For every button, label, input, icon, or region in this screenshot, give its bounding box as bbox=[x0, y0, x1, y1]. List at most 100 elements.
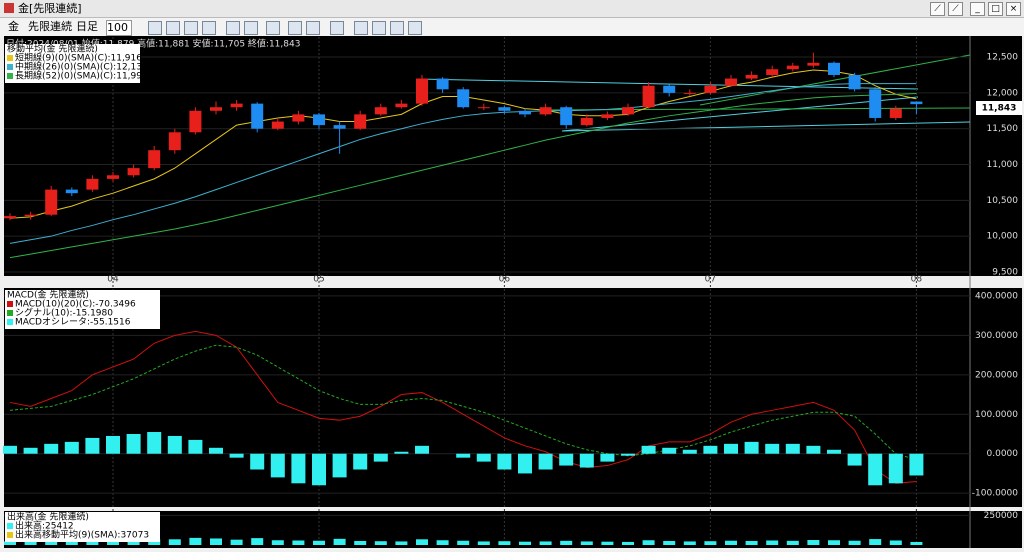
minimize-button[interactable]: _ bbox=[970, 2, 985, 16]
histogram-bar bbox=[456, 453, 471, 458]
histogram-bar bbox=[24, 541, 37, 545]
histogram-bar bbox=[189, 537, 202, 545]
y-tick-label: -100.0000 bbox=[972, 489, 1018, 499]
x-tick-label: 05 bbox=[313, 275, 324, 285]
candle-body bbox=[745, 74, 758, 79]
app-icon bbox=[4, 3, 14, 13]
legend-entry: MACD(10)(20)(C):-70.3496 bbox=[15, 300, 136, 310]
tool-icon[interactable] bbox=[266, 21, 280, 35]
count-input[interactable]: 100 bbox=[106, 20, 132, 36]
tool-icon[interactable] bbox=[184, 21, 198, 35]
last-price-box bbox=[976, 101, 1022, 115]
candle-body bbox=[601, 114, 614, 118]
histogram-bar bbox=[374, 541, 387, 545]
x-tick-label: 07 bbox=[705, 275, 716, 285]
y-tick-label: 9,500 bbox=[992, 268, 1018, 278]
pin-button[interactable]: ⟋ bbox=[948, 2, 963, 16]
histogram-bar bbox=[703, 445, 718, 454]
y-tick-label: 11,000 bbox=[987, 160, 1019, 170]
trend-line bbox=[417, 78, 919, 90]
histogram-bar bbox=[806, 445, 821, 454]
tool-icon[interactable] bbox=[244, 21, 258, 35]
trend-line bbox=[699, 54, 971, 106]
histogram-bar bbox=[663, 540, 676, 545]
y-tick-label: 10,000 bbox=[987, 232, 1019, 242]
indicator-line bbox=[9, 330, 917, 484]
tool-icon[interactable] bbox=[372, 21, 386, 35]
tool-icon[interactable] bbox=[408, 21, 422, 35]
close-button[interactable]: × bbox=[1006, 2, 1021, 16]
candle-body bbox=[457, 89, 470, 108]
candle-body bbox=[663, 85, 676, 93]
tool-icon[interactable] bbox=[202, 21, 216, 35]
histogram-bar bbox=[744, 441, 759, 454]
histogram-bar bbox=[86, 540, 99, 545]
legend-title: 出来高(金 先限連続) bbox=[7, 511, 89, 523]
histogram-bar bbox=[642, 540, 655, 545]
histogram-bar bbox=[560, 540, 573, 545]
macd-panel bbox=[4, 288, 970, 507]
y-tick-label: 0.0000 bbox=[987, 449, 1019, 459]
histogram-bar bbox=[724, 443, 738, 454]
candle-body bbox=[766, 69, 779, 75]
tool-icon[interactable] bbox=[330, 21, 344, 35]
trend-line bbox=[539, 107, 971, 111]
tool-icon[interactable] bbox=[354, 21, 368, 35]
contract[interactable]: 先限連続 bbox=[28, 20, 72, 33]
symbol[interactable]: 金 bbox=[8, 20, 19, 33]
histogram-bar bbox=[251, 538, 264, 545]
x-tick-label: 04 bbox=[107, 275, 119, 285]
histogram-bar bbox=[436, 540, 449, 545]
y-tick-label: 200.0000 bbox=[975, 370, 1018, 380]
histogram-bar bbox=[601, 541, 614, 545]
tool-icon[interactable] bbox=[166, 21, 180, 35]
candle-body bbox=[786, 65, 799, 70]
histogram-bar bbox=[210, 538, 222, 545]
tool-icon[interactable] bbox=[226, 21, 240, 35]
y-tick-label: 250000 bbox=[984, 511, 1019, 521]
tool-icon[interactable] bbox=[148, 21, 162, 35]
candle-body bbox=[65, 189, 78, 194]
y-tick-label: 10,500 bbox=[987, 196, 1019, 206]
link-button[interactable]: ⟋ bbox=[930, 2, 945, 16]
histogram-bar bbox=[704, 541, 717, 545]
legend-entry: 出来高:25412 bbox=[15, 520, 74, 532]
candle-body bbox=[828, 62, 840, 75]
tool-icon[interactable] bbox=[306, 21, 320, 35]
title-bar: 金[先限連続] ⟋ ⟋ _ □ × bbox=[0, 0, 1024, 18]
histogram-bar bbox=[518, 453, 532, 474]
indicator-line bbox=[9, 92, 917, 259]
histogram-bar bbox=[3, 445, 17, 454]
histogram-bar bbox=[909, 453, 924, 476]
histogram-bar bbox=[312, 453, 326, 486]
last-price: 11,843 bbox=[982, 104, 1017, 114]
histogram-bar bbox=[373, 453, 388, 462]
candle-body bbox=[107, 175, 119, 179]
histogram-bar bbox=[332, 453, 347, 478]
period[interactable]: 日足 bbox=[76, 20, 98, 33]
maximize-button[interactable]: □ bbox=[988, 2, 1003, 16]
histogram-bar bbox=[291, 453, 306, 484]
legend-swatch bbox=[7, 55, 13, 61]
candle-body bbox=[45, 189, 58, 215]
candle-body bbox=[622, 107, 634, 115]
candle-body bbox=[910, 101, 923, 105]
histogram-bar bbox=[250, 453, 265, 470]
candle-body bbox=[416, 78, 428, 104]
toolbar: 金 先限連続 日足 100 bbox=[0, 18, 1024, 36]
candle-body bbox=[889, 108, 902, 118]
candle-body bbox=[24, 214, 37, 217]
legend-title: MACD(金 先限連続) bbox=[7, 289, 89, 301]
candle-body bbox=[848, 74, 861, 90]
tool-icon[interactable] bbox=[288, 21, 302, 35]
histogram-bar bbox=[23, 447, 38, 454]
candle-body bbox=[271, 121, 284, 129]
candle-body bbox=[251, 103, 264, 129]
candle-body bbox=[127, 168, 140, 176]
legend-entry: 中期線(26)(0)(SMA)(C):12,130 bbox=[15, 61, 148, 73]
histogram-bar bbox=[394, 451, 409, 454]
legend-box bbox=[5, 44, 140, 83]
tool-icon[interactable] bbox=[390, 21, 404, 35]
histogram-bar bbox=[126, 433, 141, 454]
histogram-bar bbox=[497, 453, 512, 470]
